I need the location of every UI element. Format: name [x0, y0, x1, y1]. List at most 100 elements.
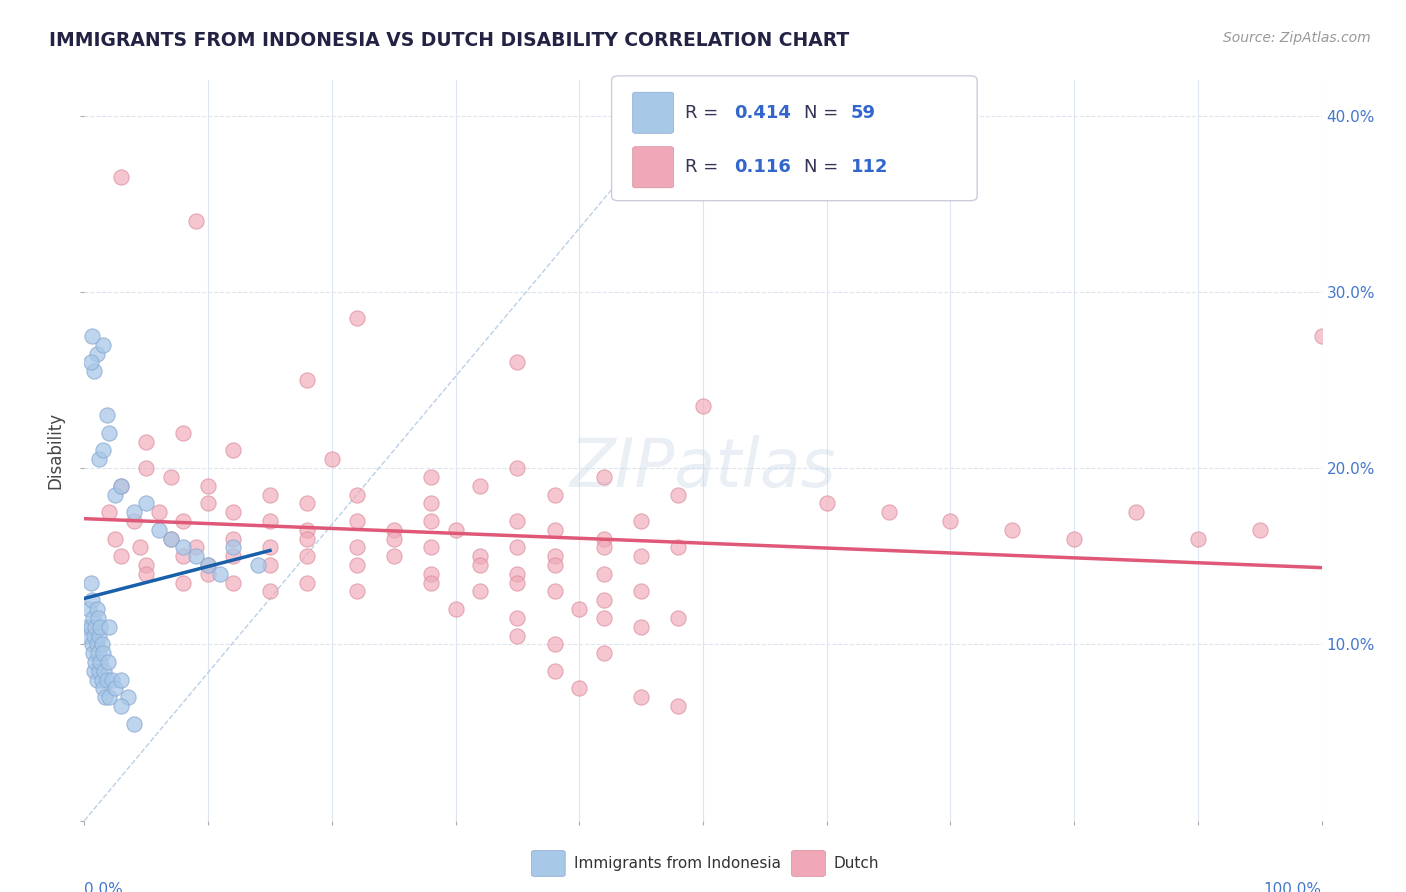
Point — [666, 611, 689, 625]
Point — [79, 620, 101, 634]
Text: 0.414: 0.414 — [734, 103, 790, 121]
Point — [197, 558, 219, 572]
Point — [89, 629, 111, 643]
Point — [1125, 505, 1147, 519]
Text: N =: N = — [804, 103, 844, 121]
Point — [135, 434, 157, 449]
Point — [568, 602, 591, 616]
Point — [815, 496, 838, 510]
Point — [94, 690, 117, 705]
Point — [593, 646, 616, 660]
Point — [91, 443, 114, 458]
Point — [419, 514, 441, 528]
Point — [79, 602, 101, 616]
Point — [419, 566, 441, 581]
Point — [110, 170, 132, 185]
Text: 112: 112 — [851, 158, 889, 177]
Point — [692, 400, 714, 414]
Point — [172, 575, 194, 590]
Point — [1063, 532, 1085, 546]
Point — [89, 664, 111, 678]
Point — [877, 505, 900, 519]
Text: Immigrants from Indonesia: Immigrants from Indonesia — [574, 856, 780, 871]
Point — [346, 514, 368, 528]
Point — [543, 558, 565, 572]
Point — [172, 514, 194, 528]
Text: 59: 59 — [851, 103, 876, 121]
Point — [543, 549, 565, 564]
Point — [87, 646, 110, 660]
Point — [104, 532, 127, 546]
Text: IMMIGRANTS FROM INDONESIA VS DUTCH DISABILITY CORRELATION CHART: IMMIGRANTS FROM INDONESIA VS DUTCH DISAB… — [49, 31, 849, 50]
Point — [1249, 523, 1271, 537]
Point — [86, 602, 108, 616]
Text: 0.116: 0.116 — [734, 158, 790, 177]
Point — [91, 337, 114, 351]
Point — [470, 549, 492, 564]
Point — [80, 637, 103, 651]
Point — [84, 620, 107, 634]
Point — [222, 541, 245, 555]
Point — [98, 690, 121, 705]
Point — [222, 532, 245, 546]
Y-axis label: Disability: Disability — [46, 412, 65, 489]
Point — [110, 673, 132, 687]
Point — [382, 523, 405, 537]
Point — [172, 549, 194, 564]
Point — [419, 575, 441, 590]
Point — [82, 646, 104, 660]
Point — [160, 532, 183, 546]
Point — [104, 487, 127, 501]
Point — [197, 558, 219, 572]
Text: R =: R = — [685, 158, 730, 177]
Point — [382, 549, 405, 564]
Point — [184, 214, 207, 228]
Point — [77, 629, 100, 643]
Point — [543, 664, 565, 678]
Point — [295, 373, 318, 387]
Point — [80, 593, 103, 607]
Point — [222, 443, 245, 458]
Point — [506, 611, 529, 625]
Point — [666, 699, 689, 714]
Point — [98, 425, 121, 440]
Point — [110, 699, 132, 714]
Point — [98, 505, 121, 519]
Point — [84, 655, 107, 669]
Point — [222, 505, 245, 519]
Point — [321, 452, 343, 467]
Text: R =: R = — [685, 103, 724, 121]
Point — [96, 673, 118, 687]
Point — [543, 523, 565, 537]
Point — [666, 541, 689, 555]
Point — [259, 541, 281, 555]
Point — [295, 532, 318, 546]
Point — [98, 620, 121, 634]
Point — [593, 532, 616, 546]
Text: 100.0%: 100.0% — [1264, 882, 1322, 892]
Point — [76, 620, 98, 634]
Point — [80, 329, 103, 343]
Point — [346, 311, 368, 326]
Point — [83, 629, 105, 643]
Point — [184, 541, 207, 555]
Point — [87, 611, 110, 625]
Point — [83, 664, 105, 678]
Point — [79, 355, 101, 369]
Point — [568, 681, 591, 696]
Point — [346, 558, 368, 572]
Point — [419, 496, 441, 510]
Point — [184, 549, 207, 564]
Point — [506, 541, 529, 555]
Point — [160, 532, 183, 546]
Point — [197, 566, 219, 581]
Point — [470, 584, 492, 599]
Point — [90, 673, 112, 687]
Text: 0.0%: 0.0% — [84, 882, 124, 892]
Point — [593, 470, 616, 484]
Point — [295, 575, 318, 590]
Point — [259, 514, 281, 528]
Point — [91, 681, 114, 696]
Point — [197, 479, 219, 493]
Point — [135, 566, 157, 581]
